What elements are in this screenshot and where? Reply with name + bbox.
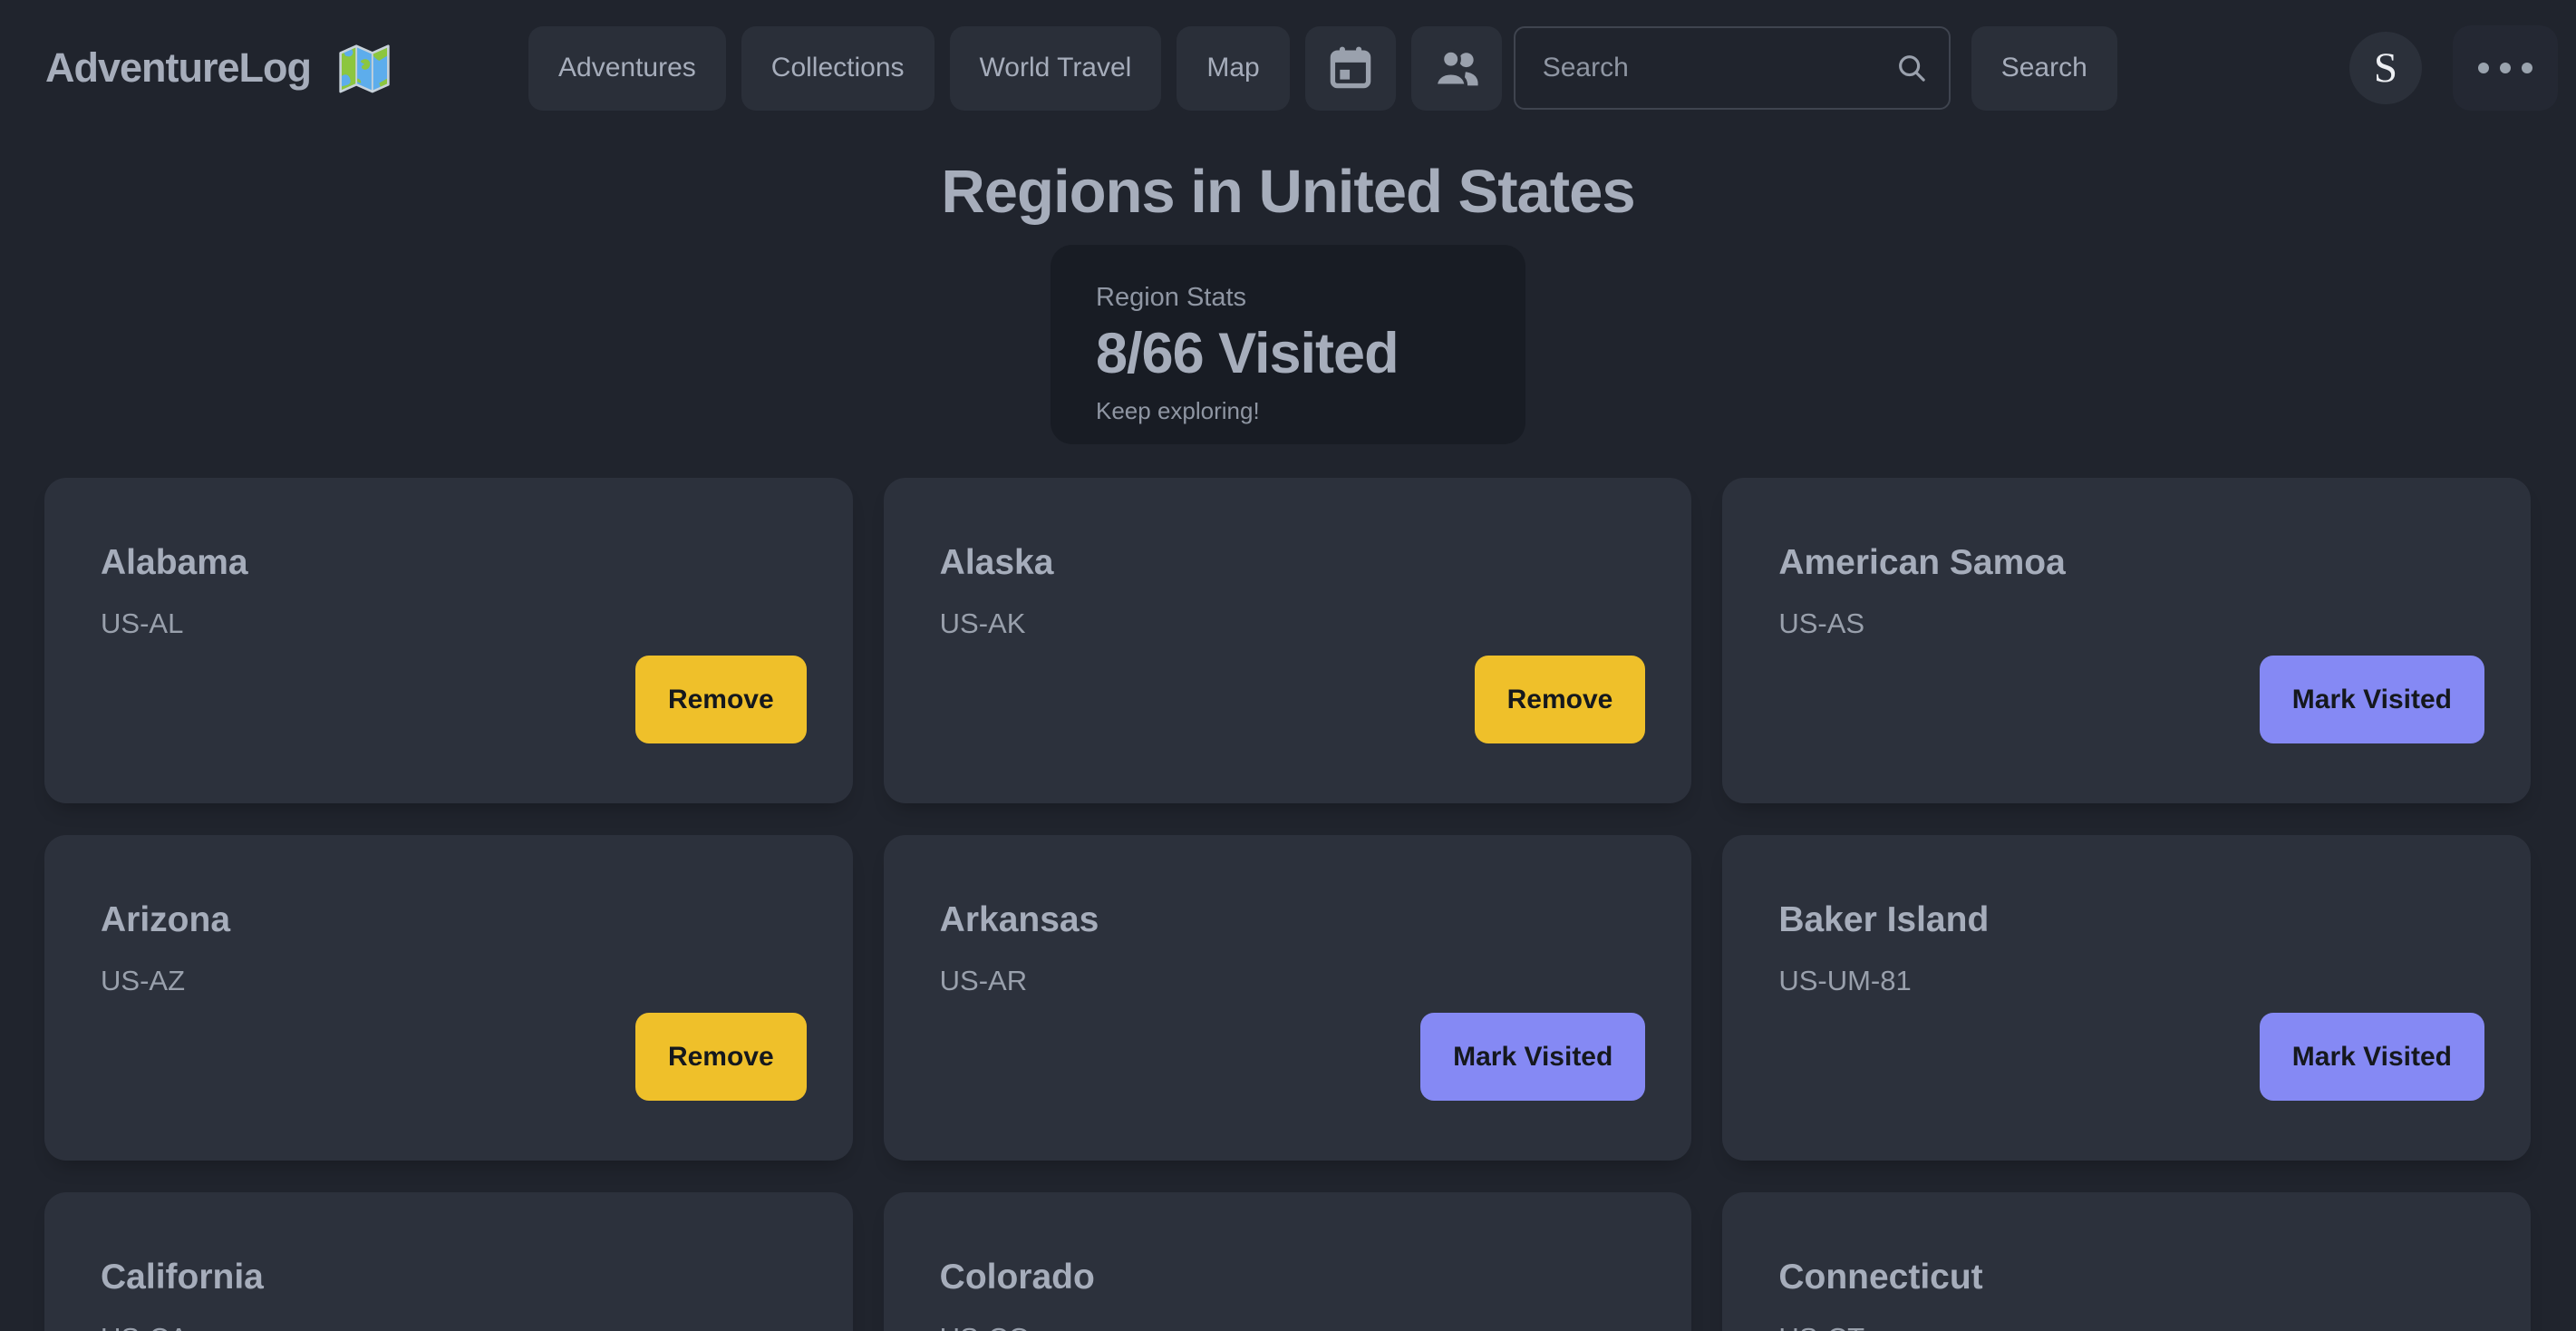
region-name: Arizona — [101, 900, 231, 939]
search-button[interactable]: Search — [1971, 25, 2117, 111]
users-icon — [1433, 49, 1478, 88]
card-actions: Remove — [1474, 656, 1646, 743]
card-actions: Remove — [634, 1013, 807, 1101]
region-code: US-AS — [1778, 607, 1865, 639]
region-name: Arkansas — [939, 900, 1099, 939]
region-code: US-CT — [1778, 1322, 2478, 1331]
region-code: US-CO — [940, 1322, 1640, 1331]
region-code: US-CA — [101, 1322, 800, 1331]
region-card-connecticut: Connecticut US-CT — [1722, 1192, 2531, 1331]
calendar-button[interactable] — [1304, 25, 1396, 111]
mark-visited-button[interactable]: Mark Visited — [2259, 656, 2484, 743]
card-actions: Remove — [634, 656, 807, 743]
nav-adventures[interactable]: Adventures — [528, 25, 726, 111]
region-name: American Samoa — [1778, 543, 2066, 582]
main-nav: Adventures Collections World Travel Map — [528, 25, 1502, 111]
search-group: Search — [1513, 25, 2117, 111]
card-actions: Mark Visited — [1420, 1013, 1646, 1101]
ellipsis-icon — [2522, 63, 2532, 73]
search-input-wrapper — [1513, 26, 1951, 110]
region-name: Colorado — [939, 1258, 1095, 1297]
region-card-american-samoa: American Samoa US-AS Mark Visited — [1722, 478, 2531, 803]
region-code: US-UM-81 — [1778, 965, 1912, 996]
region-card-california: California US-CA — [44, 1192, 853, 1331]
more-menu-button[interactable] — [2453, 25, 2558, 111]
remove-button[interactable]: Remove — [634, 656, 807, 743]
region-name: Alaska — [939, 543, 1054, 582]
region-code: US-AZ — [101, 965, 185, 996]
main-content: Regions in United States Region Stats 8/… — [0, 157, 2576, 1331]
mark-visited-button[interactable]: Mark Visited — [1420, 1013, 1646, 1101]
app-header: AdventureLog Adventures Collections Worl… — [0, 0, 2576, 136]
remove-button[interactable]: Remove — [1474, 656, 1646, 743]
region-card-arkansas: Arkansas US-AR Mark Visited — [883, 835, 1692, 1161]
stats-value: 8/66 Visited — [1096, 322, 1399, 385]
header-right: S — [2349, 25, 2558, 111]
nav-world-travel[interactable]: World Travel — [949, 25, 1162, 111]
search-input[interactable] — [1513, 26, 1951, 110]
regions-grid: Alabama US-AL Remove Alaska US-AK Remove… — [44, 478, 2531, 1331]
nav-map[interactable]: Map — [1177, 25, 1290, 111]
region-card-alabama: Alabama US-AL Remove — [44, 478, 853, 803]
mark-visited-button[interactable]: Mark Visited — [2259, 1013, 2484, 1101]
region-name: Alabama — [101, 543, 248, 582]
ellipsis-icon — [2478, 63, 2489, 73]
region-card-baker-island: Baker Island US-UM-81 Mark Visited — [1722, 835, 2531, 1161]
card-actions: Mark Visited — [2259, 656, 2484, 743]
nav-collections[interactable]: Collections — [741, 25, 935, 111]
stats-subtext: Keep exploring! — [1096, 397, 1260, 424]
region-name: Baker Island — [1778, 900, 1990, 939]
users-button[interactable] — [1410, 25, 1502, 111]
region-stats-card: Region Stats 8/66 Visited Keep exploring… — [1051, 245, 1525, 444]
app-logo-text: AdventureLog — [45, 44, 312, 91]
region-code: US-AR — [939, 965, 1028, 996]
region-code: US-AL — [101, 607, 184, 639]
card-actions: Mark Visited — [2259, 1013, 2484, 1101]
region-code: US-AK — [939, 607, 1026, 639]
calendar-icon — [1330, 46, 1370, 89]
page-title: Regions in United States — [941, 158, 1635, 226]
region-name: Connecticut — [1778, 1258, 1983, 1297]
avatar[interactable]: S — [2349, 32, 2422, 104]
ellipsis-icon — [2500, 63, 2511, 73]
remove-button[interactable]: Remove — [634, 1013, 807, 1101]
app-logo[interactable]: AdventureLog — [45, 40, 392, 97]
region-card-alaska: Alaska US-AK Remove — [883, 478, 1692, 803]
stats-label: Region Stats — [1096, 283, 1247, 312]
avatar-letter: S — [2373, 44, 2398, 92]
map-emoji-icon — [339, 44, 390, 92]
region-card-arizona: Arizona US-AZ Remove — [44, 835, 853, 1161]
region-name: California — [101, 1258, 264, 1297]
search-icon — [1898, 55, 1925, 82]
region-card-colorado: Colorado US-CO — [883, 1192, 1692, 1331]
